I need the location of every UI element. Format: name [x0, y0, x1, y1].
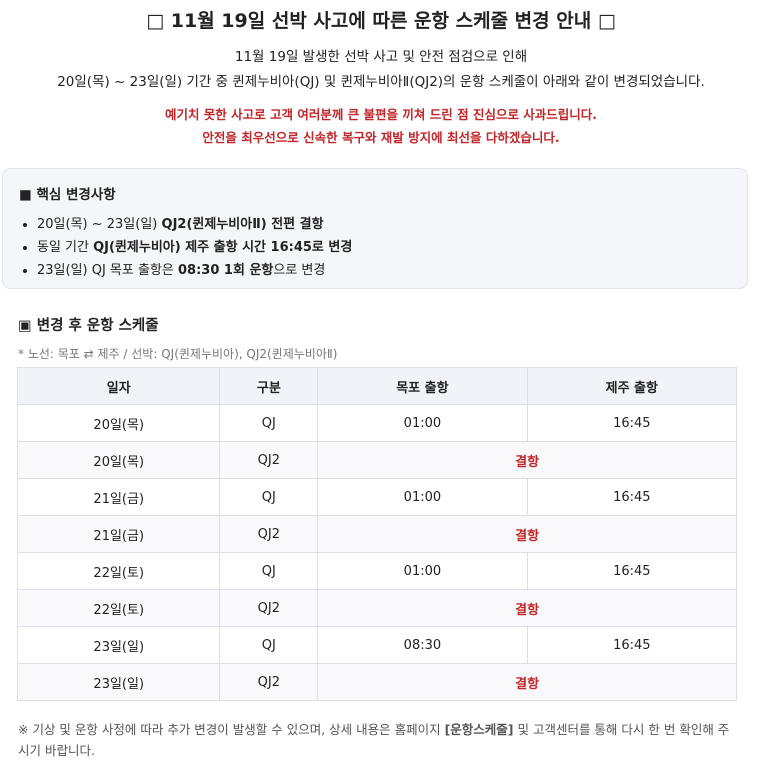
table-cell: 22일(토)	[16, 589, 221, 627]
table-row: 23일(일) QJ2 결항	[16, 663, 737, 701]
table-cell: 16:45	[526, 478, 738, 516]
text: 23일(일) QJ 목포 출항은	[37, 263, 179, 278]
table-cell: 16:45	[526, 626, 738, 664]
summary-item: 동일 기간 QJ(퀸제누비아) 제주 출항 시간 16:45로 변경	[37, 236, 352, 259]
table-cell: QJ	[219, 404, 319, 442]
table-cell: 23일(일)	[16, 626, 221, 664]
text: ※ 기상 및 운항 사정에 따라 추가 변경이 발생할 수 있으며, 상세 내용…	[18, 722, 445, 737]
table-row: 23일(일) QJ 08:30 16:45	[16, 626, 738, 664]
column-header: 일자	[16, 367, 221, 405]
bold-text: QJ(퀸제누비아) 제주 출항 시간 16:45로 변경	[93, 240, 353, 255]
table-cell: 21일(금)	[16, 515, 221, 553]
table-cell: QJ2	[219, 441, 319, 479]
summary-item: 23일(일) QJ 목포 출항은 08:30 1회 운항으로 변경	[37, 259, 352, 282]
table-cell: 16:45	[526, 404, 738, 442]
summary-title: ■ 핵심 변경사항	[19, 187, 116, 203]
summary-item: 20일(목) ~ 23일(일) QJ2(퀸제누비아Ⅱ) 전편 결항	[37, 213, 352, 236]
table-cell: 01:00	[317, 552, 528, 590]
header-row: 일자 구분 목포 출항 제주 출항	[16, 367, 738, 405]
table-row: 21일(금) QJ 01:00 16:45	[16, 478, 738, 516]
intro-line: 11월 19일 발생한 선박 사고 및 안전 점검으로 인해	[234, 49, 528, 65]
footer-note: ※ 기상 및 운항 사정에 따라 추가 변경이 발생할 수 있으며, 상세 내용…	[18, 719, 738, 761]
schedule-note: * 노선: 목포 ⇄ 제주 / 선박: QJ(퀸제누비아), QJ2(퀸제누비아…	[18, 347, 338, 361]
table-cell: 23일(일)	[16, 663, 221, 701]
text: 및 고객센터를 통해 다시 한 번 확인해 주시기 바랍니다.	[18, 722, 730, 758]
apology-line: 예기치 못한 사고로 고객 여러분께 큰 불편을 끼쳐 드린 점 진심으로 사과…	[164, 107, 598, 122]
table-cell: 결항	[317, 589, 737, 627]
table-cell: 21일(금)	[16, 478, 221, 516]
table-row: 21일(금) QJ2 결항	[16, 515, 737, 553]
bold-text: QJ2(퀸제누비아Ⅱ) 전편 결항	[161, 217, 324, 232]
text: 동일 기간	[37, 240, 94, 255]
title: □ 11월 19일 선박 사고에 따른 운항 스케줄 변경 안내 □	[146, 10, 616, 32]
table-cell: QJ	[219, 626, 319, 664]
schedule-title: ▣ 변경 후 운항 스케줄	[18, 318, 159, 334]
table-cell: 결항	[317, 441, 737, 479]
table-cell: 20일(목)	[16, 441, 221, 479]
table-cell: 08:30	[317, 626, 528, 664]
table-cell: 16:45	[526, 552, 738, 590]
text: 으로 변경	[273, 263, 326, 278]
table-cell: 01:00	[317, 404, 528, 442]
table-cell: QJ2	[219, 515, 319, 553]
table-cell: QJ	[219, 478, 319, 516]
table-cell: QJ2	[219, 589, 319, 627]
table-cell: QJ2	[219, 663, 319, 701]
table-cell: 20일(목)	[16, 404, 221, 442]
table-cell: 22일(토)	[16, 552, 221, 590]
table-row: 20일(목) QJ2 결항	[16, 441, 737, 479]
table-row: 20일(목) QJ 01:00 16:45	[16, 404, 738, 442]
table-cell: 01:00	[317, 478, 528, 516]
table-cell: 결항	[317, 515, 737, 553]
column-header: 구분	[219, 367, 319, 405]
summary-box: ■ 핵심 변경사항 20일(목) ~ 23일(일) QJ2(퀸제누비아Ⅱ) 전편…	[2, 168, 748, 289]
apology-line: 안전을 최우선으로 신속한 복구와 재발 방지에 최선을 다하겠습니다.	[202, 130, 560, 145]
table-row: 22일(토) QJ2 결항	[16, 589, 737, 627]
bold-text: [운항스케줄]	[444, 722, 514, 737]
schedule-table: 일자 구분 목포 출항 제주 출항 20일(목) QJ 01:00 16:45 20일(목) QJ…	[16, 367, 738, 701]
apology: 예기치 못한 사고로 고객 여러분께 큰 불편을 끼쳐 드린 점 진심으로 사과…	[0, 103, 762, 149]
summary-list: 20일(목) ~ 23일(일) QJ2(퀸제누비아Ⅱ) 전편 결항동일 기간 Q…	[3, 213, 352, 282]
table-cell: 결항	[317, 663, 737, 701]
bold-text: 08:30 1회 운항	[178, 263, 274, 278]
intro-line: 20일(목) ~ 23일(일) 기간 중 퀸제누비아(QJ) 및 퀸제누비아Ⅱ(…	[57, 74, 705, 90]
column-header: 제주 출항	[526, 367, 738, 405]
text: 20일(목) ~ 23일(일)	[37, 217, 162, 232]
table-row: 22일(토) QJ 01:00 16:45	[16, 552, 738, 590]
column-header: 목포 출항	[317, 367, 528, 405]
table-cell: QJ	[219, 552, 319, 590]
